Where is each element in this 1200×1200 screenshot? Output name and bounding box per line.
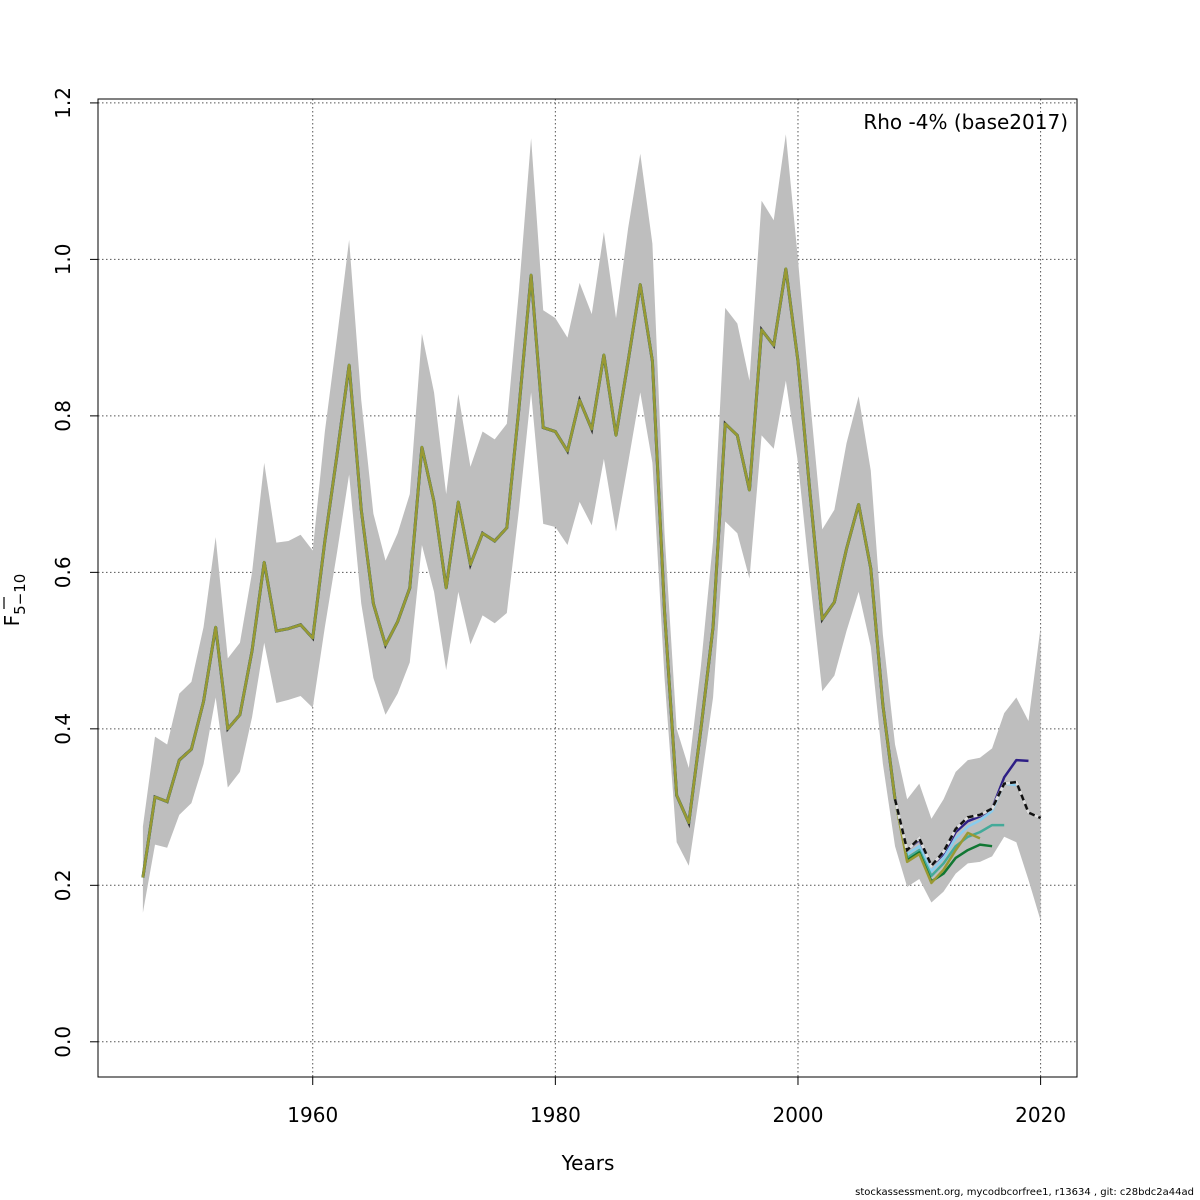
axes: 1960 1980 2000 2020 0.0 0.2 0.4 0.6 0.8 1.0 1.2 — [51, 87, 1066, 1127]
ci-band — [142, 134, 1041, 921]
y-tick-label: 0.0 — [51, 1026, 75, 1058]
plot-box — [97, 98, 1078, 1078]
legend-text: Rho -4% (base2017) — [863, 110, 1068, 134]
svg-text:F5−10: F5−10 — [0, 574, 29, 627]
x-tick-label: 1960 — [287, 1103, 338, 1127]
footer-credit: stockassessment.org, mycodbcorfree1, r13… — [855, 1187, 1194, 1198]
y-tick-label: 0.4 — [51, 713, 75, 745]
x-tick-label: 2020 — [1015, 1103, 1066, 1127]
grid-lines — [98, 99, 1077, 1077]
x-axis-label: Years — [561, 1151, 615, 1175]
y-tick-label: 1.0 — [51, 243, 75, 275]
y-tick-label: 0.8 — [51, 400, 75, 432]
x-tick-label: 2000 — [773, 1103, 824, 1127]
y-axis-label-sub: 5−10 — [11, 574, 29, 615]
y-axis-label-main: F — [0, 615, 24, 627]
base-tail-dashed — [893, 780, 1042, 869]
confidence-band — [142, 134, 1041, 921]
y-tick-label: 1.2 — [51, 87, 75, 119]
peel-2015-line — [141, 267, 981, 885]
x-tick-label: 1980 — [530, 1103, 581, 1127]
y-tick-label: 0.2 — [51, 869, 75, 901]
y-axis-label: F5−10 — [0, 574, 29, 627]
y-tick-label: 0.6 — [51, 556, 75, 588]
series-lines — [141, 267, 1042, 885]
